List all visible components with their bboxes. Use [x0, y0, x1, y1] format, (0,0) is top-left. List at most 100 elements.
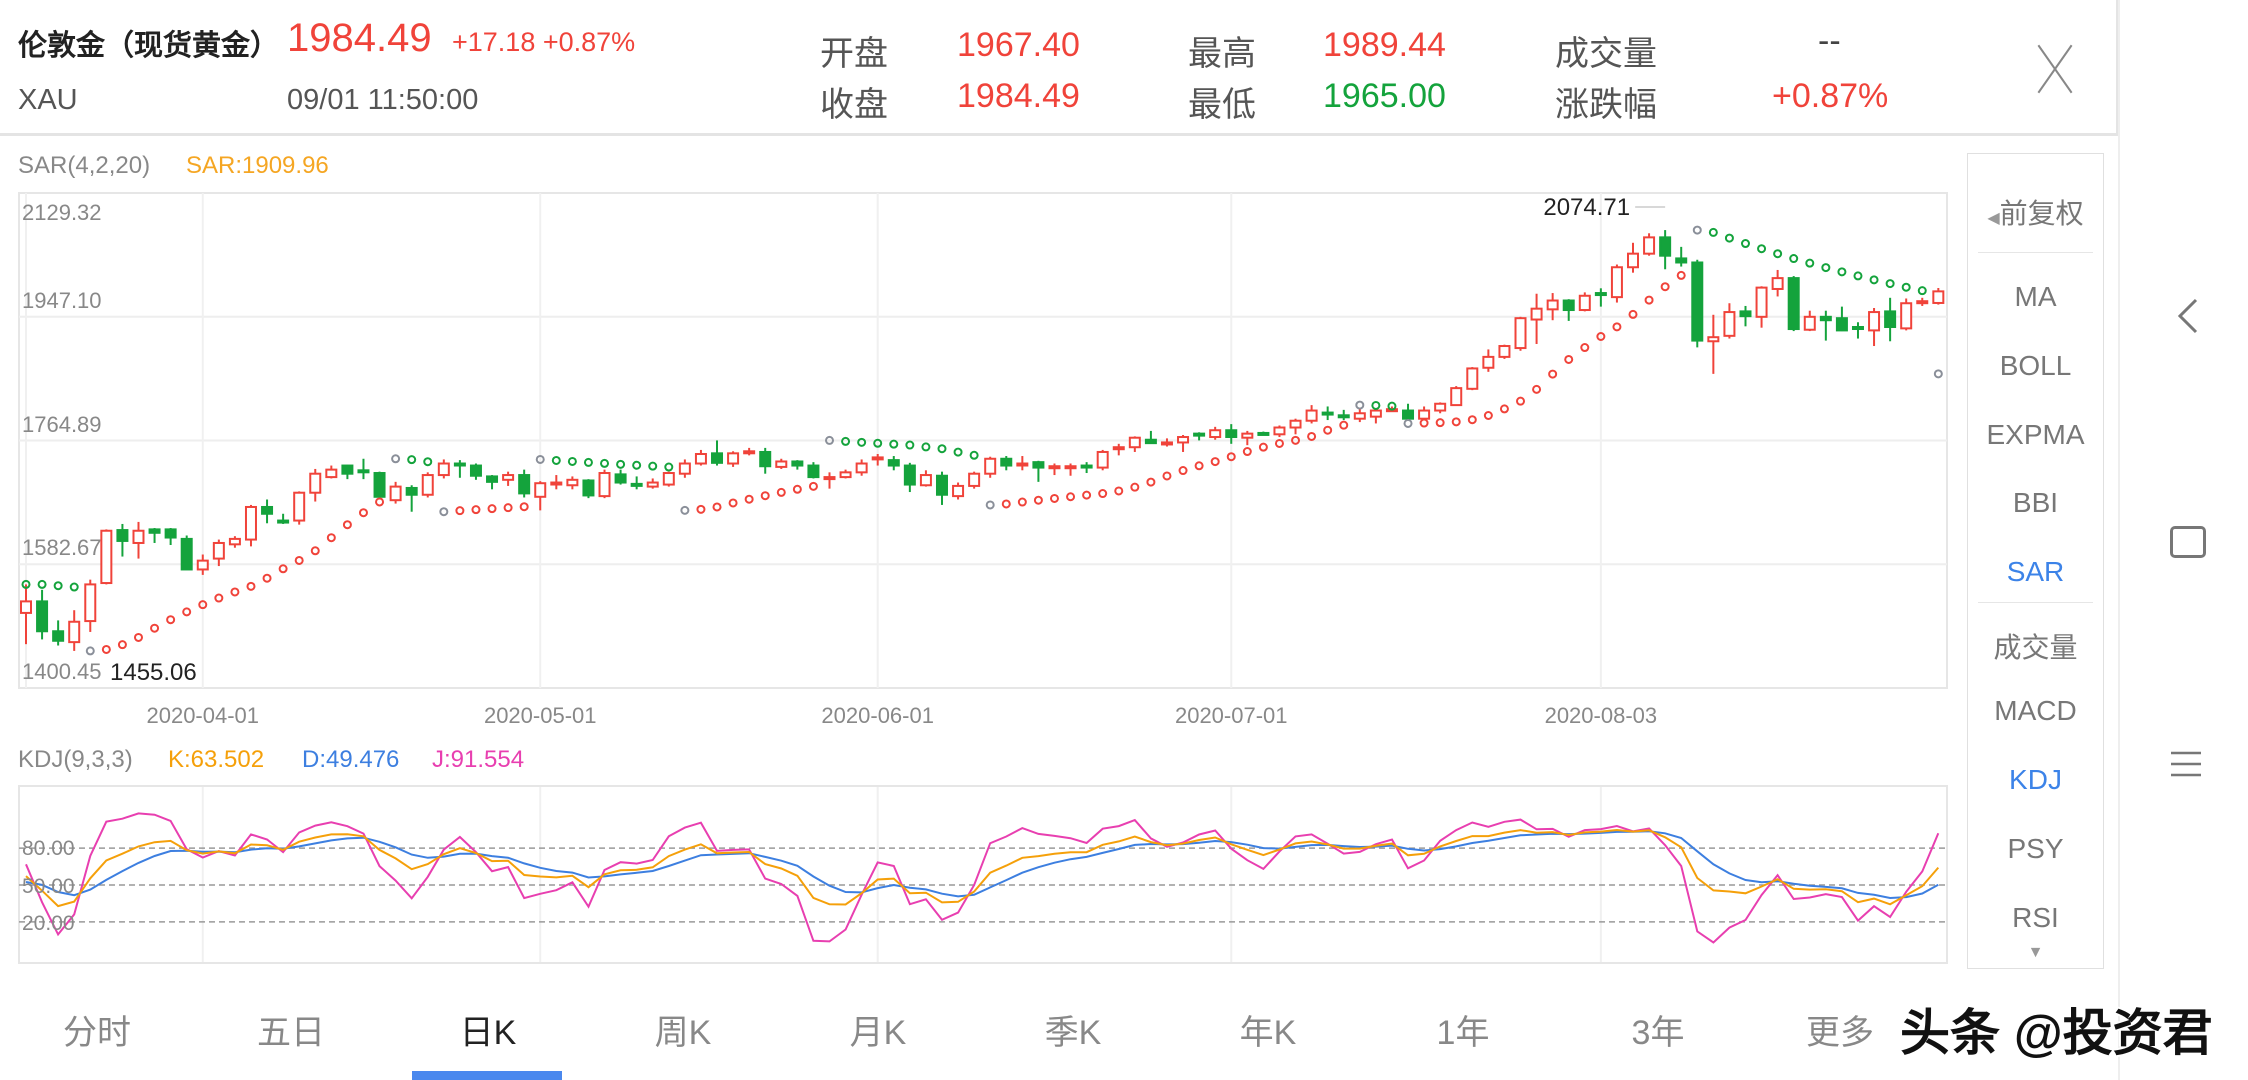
candle [1932, 287, 1945, 305]
sar-dot [1837, 267, 1847, 277]
indicator-sar[interactable]: SAR [2006, 556, 2065, 587]
candle-body [1450, 387, 1463, 407]
candle [1128, 436, 1141, 452]
candle-body [357, 469, 370, 474]
indicator-expma[interactable]: EXPMA [1986, 419, 2085, 450]
candle-body [437, 462, 450, 477]
indicator-macd[interactable]: MACD [1994, 695, 2077, 726]
candle [1160, 438, 1173, 447]
sar-dot [937, 444, 947, 454]
candle-body [164, 528, 177, 539]
candle-body [1868, 311, 1881, 332]
candle [1627, 242, 1639, 273]
candle [534, 481, 547, 511]
candle [1691, 259, 1704, 348]
candle [1787, 276, 1800, 332]
candle-body [100, 529, 113, 585]
tab-1-year[interactable]: 1年 [1436, 1014, 1490, 1052]
candle [486, 475, 499, 490]
candle-body [325, 468, 338, 479]
sar-dot [133, 632, 143, 642]
candlestick-chart[interactable]: 2129.32 1947.10 1764.89 1582.67 1400.45 … [0, 0, 1960, 1000]
watermark: 头条 @投资君 [1900, 1005, 2213, 1061]
sar-dot [1676, 270, 1686, 280]
candle [421, 472, 434, 498]
sar-dot [776, 487, 786, 497]
candle [1080, 462, 1093, 474]
candles [20, 230, 1945, 651]
sar-dot [1773, 249, 1783, 259]
candle [1530, 293, 1543, 344]
candle [1578, 292, 1591, 312]
candle [903, 462, 916, 493]
indicator-volume[interactable]: 成交量 [1993, 632, 2078, 663]
candle-body [277, 519, 290, 524]
candle-body [598, 472, 611, 498]
sar-dot [1387, 401, 1397, 411]
tab-intraday[interactable]: 分时 [63, 1014, 131, 1052]
sar-dot [1789, 254, 1799, 264]
indicator-kdj[interactable]: KDJ [2009, 764, 2062, 795]
candle [1418, 406, 1431, 420]
close-icon[interactable] [2030, 44, 2080, 94]
kdj-tick-label: 50.00 [22, 875, 75, 898]
adjust-selector[interactable]: ◀前复权 [1968, 192, 2103, 232]
candle [1305, 405, 1318, 424]
sar-dot [825, 435, 834, 445]
candle-body [807, 464, 820, 479]
sar-dot [792, 484, 802, 494]
indicator-rsi[interactable]: RSI [2012, 902, 2059, 933]
sar-dot [1194, 461, 1204, 471]
sar-dot [358, 508, 368, 518]
candle [887, 456, 900, 471]
candle-body [132, 529, 145, 544]
tab-five-day[interactable]: 五日 [257, 1014, 325, 1052]
candle [1064, 463, 1077, 476]
candle-body [1080, 464, 1093, 469]
sar-dot [487, 504, 497, 514]
open-value: 1967.40 [957, 26, 1080, 64]
indicator-boll[interactable]: BOLL [1999, 350, 2072, 381]
sar-dot [1419, 418, 1429, 428]
candle [1225, 424, 1238, 444]
candle-body [968, 472, 981, 487]
tab-monthly-k[interactable]: 月K [849, 1014, 907, 1052]
indicator-side-menu: ◀前复权 MA BOLL EXPMA BBI SAR 成交量 MACD KDJ … [1967, 153, 2104, 969]
sar-dot [391, 454, 401, 464]
indicator-psy[interactable]: PSY [2007, 833, 2064, 864]
candle-body [727, 452, 740, 465]
tab-weekly-k[interactable]: 周K [654, 1014, 712, 1052]
candle-body [261, 505, 274, 515]
candle-body [1675, 257, 1688, 264]
menu-icon[interactable] [2170, 750, 2202, 778]
max-price-label: 2074.71 [1543, 194, 1630, 221]
tab-3-year[interactable]: 3年 [1631, 1014, 1685, 1052]
home-icon[interactable] [2170, 526, 2206, 558]
sar-dot [1403, 418, 1413, 428]
candle [1434, 402, 1447, 414]
scroll-down-icon[interactable]: ▼ [2027, 944, 2044, 961]
indicator-ma[interactable]: MA [2014, 281, 2057, 312]
candle [1353, 408, 1366, 423]
tab-yearly-k[interactable]: 年K [1239, 1014, 1297, 1052]
tab-more[interactable]: 更多 [1806, 1014, 1874, 1052]
tab-quarterly-k[interactable]: 季K [1044, 1014, 1102, 1052]
sar-dot [1917, 286, 1927, 296]
candle [614, 469, 627, 485]
candle-body [1353, 412, 1366, 420]
candle [389, 481, 402, 504]
sar-dot [632, 460, 642, 470]
candle-body [1048, 465, 1061, 470]
sar-dot [1001, 499, 1011, 509]
candle [952, 482, 965, 500]
sar-dot [262, 573, 272, 583]
candle [196, 554, 209, 575]
indicator-bbi[interactable]: BBI [2012, 487, 2059, 518]
candle [935, 471, 948, 505]
tab-daily-k[interactable]: 日K [459, 1014, 517, 1052]
sar-dot [616, 459, 626, 469]
sar-dot [1708, 227, 1718, 237]
y-tick-label: 1400.45 [22, 659, 102, 684]
candle-body [1787, 277, 1800, 331]
back-icon[interactable] [2176, 296, 2200, 336]
